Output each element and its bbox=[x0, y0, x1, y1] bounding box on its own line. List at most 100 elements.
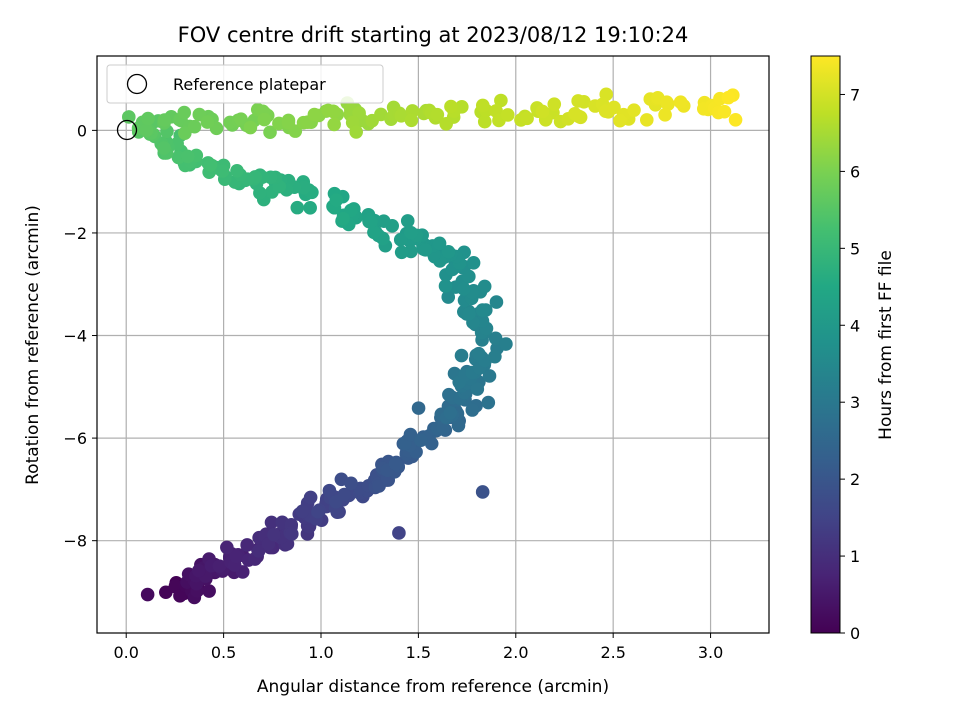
data-point bbox=[257, 112, 272, 127]
grid-lines bbox=[97, 56, 769, 633]
y-tick-label: −6 bbox=[63, 429, 87, 448]
data-point bbox=[403, 427, 418, 442]
data-point bbox=[326, 104, 341, 119]
data-point-outlier bbox=[392, 526, 406, 540]
data-point bbox=[285, 527, 299, 541]
colorbar-label: Hours from first FF file bbox=[876, 250, 896, 440]
data-point bbox=[494, 93, 508, 108]
colorbar bbox=[810, 55, 841, 634]
data-point bbox=[717, 104, 732, 119]
data-point bbox=[411, 401, 426, 415]
data-point bbox=[470, 382, 485, 396]
data-point bbox=[327, 117, 341, 132]
data-point bbox=[344, 476, 358, 491]
data-point bbox=[157, 141, 171, 155]
data-point bbox=[414, 433, 428, 448]
data-point bbox=[438, 279, 453, 293]
colorbar-tick-label: 4 bbox=[850, 316, 860, 335]
data-point bbox=[364, 215, 378, 229]
data-point bbox=[475, 303, 490, 317]
scatter-points bbox=[121, 87, 743, 605]
data-point bbox=[388, 456, 403, 471]
x-tick-label: 0.5 bbox=[211, 643, 236, 662]
data-point bbox=[121, 110, 136, 124]
colorbar-tick-label: 0 bbox=[850, 624, 860, 643]
data-point bbox=[673, 95, 688, 110]
data-point bbox=[281, 115, 296, 130]
data-point bbox=[466, 256, 481, 270]
data-point bbox=[173, 589, 187, 603]
data-point bbox=[613, 113, 627, 128]
data-point bbox=[418, 242, 433, 257]
data-point bbox=[367, 225, 381, 240]
y-tick-label: −8 bbox=[63, 532, 87, 551]
legend-label-reference: Reference platepar bbox=[173, 75, 326, 94]
data-point bbox=[432, 236, 447, 251]
data-point bbox=[394, 109, 409, 123]
data-point bbox=[202, 584, 216, 598]
x-tick-label: 1.5 bbox=[406, 643, 431, 662]
data-point bbox=[251, 544, 266, 558]
data-point bbox=[547, 97, 562, 111]
data-point bbox=[404, 225, 418, 240]
data-point bbox=[721, 90, 736, 105]
data-point bbox=[240, 538, 254, 552]
data-point bbox=[454, 348, 469, 363]
data-point bbox=[462, 306, 476, 321]
data-point bbox=[187, 119, 202, 134]
x-tick-label: 0.0 bbox=[113, 643, 138, 662]
data-point bbox=[212, 559, 227, 573]
data-point bbox=[568, 107, 582, 121]
data-point bbox=[352, 106, 366, 120]
y-tick-label: 0 bbox=[77, 121, 87, 140]
colorbar-ticks: 0 1 2 3 4 5 6 7 bbox=[840, 85, 860, 643]
data-point bbox=[571, 94, 585, 108]
data-point bbox=[329, 193, 344, 207]
data-point bbox=[430, 107, 445, 122]
data-point bbox=[404, 113, 419, 128]
data-point bbox=[141, 111, 155, 126]
x-axis-ticks: 0.0 0.5 1.0 1.5 2.0 2.5 3.0 bbox=[113, 633, 723, 662]
data-point bbox=[471, 346, 486, 361]
data-point bbox=[303, 490, 318, 505]
data-point bbox=[481, 395, 496, 410]
data-point bbox=[215, 164, 230, 178]
data-point bbox=[465, 403, 480, 417]
colorbar-tick-label: 3 bbox=[850, 393, 860, 412]
data-point bbox=[394, 245, 409, 260]
colorbar-tick-label: 1 bbox=[850, 547, 860, 566]
data-point bbox=[441, 290, 456, 304]
data-point bbox=[322, 483, 337, 498]
data-point bbox=[400, 214, 415, 228]
legend-box bbox=[106, 64, 384, 104]
data-point bbox=[607, 100, 621, 115]
colorbar-tick-label: 5 bbox=[850, 239, 860, 258]
data-point bbox=[267, 527, 281, 542]
data-point bbox=[457, 282, 471, 296]
data-point bbox=[230, 164, 244, 178]
data-point bbox=[192, 563, 206, 578]
data-point bbox=[177, 105, 192, 120]
data-point bbox=[501, 108, 515, 122]
x-tick-label: 3.0 bbox=[698, 643, 723, 662]
data-point bbox=[178, 126, 192, 140]
data-point bbox=[627, 103, 641, 117]
legend-marker-reference bbox=[126, 73, 148, 95]
data-point bbox=[658, 108, 672, 122]
data-point bbox=[728, 112, 743, 127]
data-point bbox=[482, 369, 497, 383]
data-point bbox=[477, 114, 492, 129]
legend: Reference platepar bbox=[106, 64, 384, 104]
data-point bbox=[295, 504, 310, 519]
data-point bbox=[263, 125, 277, 140]
data-point bbox=[462, 269, 476, 284]
data-point-outlier bbox=[475, 485, 490, 499]
data-point bbox=[535, 104, 550, 119]
data-point-outlier bbox=[140, 587, 155, 602]
data-point bbox=[337, 487, 352, 502]
chart-title: FOV centre drift starting at 2023/08/12 … bbox=[178, 23, 689, 47]
x-tick-label: 2.0 bbox=[503, 643, 528, 662]
colorbar-tick-label: 7 bbox=[850, 85, 860, 104]
y-tick-label: −2 bbox=[63, 224, 87, 243]
